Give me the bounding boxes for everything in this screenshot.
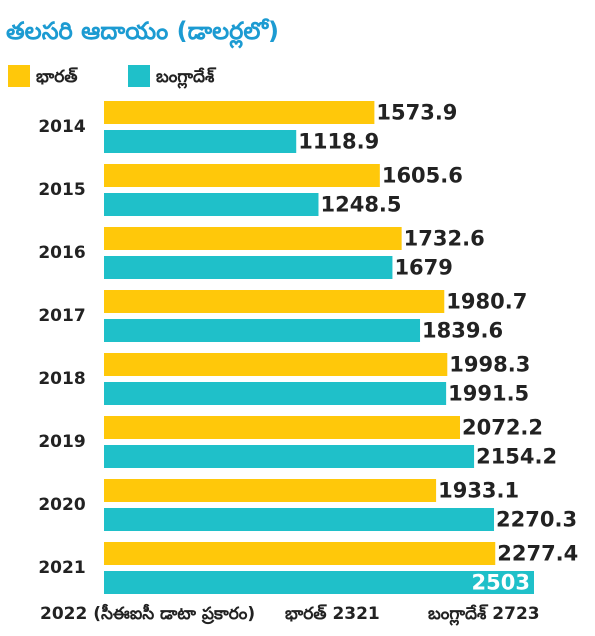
footer-bangladesh: బంగ్లాదేశ్ 2723 xyxy=(428,604,540,626)
footer-india: భారత్ 2321 xyxy=(285,604,380,624)
data-label: 1933.1 xyxy=(438,479,519,503)
legend-label: భారత్ xyxy=(36,67,78,87)
data-label: 1991.5 xyxy=(448,382,529,406)
data-label: 1118.9 xyxy=(298,130,379,154)
legend-swatch xyxy=(8,65,30,87)
bar xyxy=(104,445,475,468)
data-label: 1839.6 xyxy=(422,319,503,343)
bar xyxy=(104,256,393,279)
bar xyxy=(104,542,496,565)
y-tick-label: 2015 xyxy=(38,180,85,200)
data-label: 2154.2 xyxy=(476,445,557,469)
bar xyxy=(104,227,402,250)
data-label: 2277.4 xyxy=(497,542,578,566)
legend-label: బంగ్లాదేశ్ xyxy=(156,67,217,89)
y-tick-label: 2018 xyxy=(38,369,85,389)
bar xyxy=(104,130,297,153)
data-label: 2503 xyxy=(472,571,530,595)
bar xyxy=(104,319,421,342)
data-label: 1732.6 xyxy=(404,227,485,251)
footer-note: 2022 (సీఈఐసీ డాటా ప్రకారం) xyxy=(40,603,255,625)
data-label: 2270.3 xyxy=(496,508,577,532)
data-label: 1980.7 xyxy=(446,290,527,314)
data-label: 1573.9 xyxy=(376,101,457,125)
y-tick-label: 2019 xyxy=(38,432,85,452)
y-tick-label: 2017 xyxy=(38,306,85,326)
data-label: 1679 xyxy=(394,256,452,280)
bar xyxy=(104,353,448,376)
bar xyxy=(104,508,495,531)
data-label: 1248.5 xyxy=(320,193,401,217)
chart-title: తలసరి ఆదాయం (డాలర్లలో) xyxy=(6,17,279,49)
y-tick-label: 2016 xyxy=(38,243,85,263)
bar xyxy=(104,101,375,124)
y-tick-label: 2021 xyxy=(38,558,85,578)
bar xyxy=(104,571,534,594)
y-tick-label: 2020 xyxy=(38,495,85,515)
data-label: 1998.3 xyxy=(449,353,530,377)
legend-swatch xyxy=(128,65,150,87)
bar xyxy=(104,416,460,439)
bar xyxy=(104,479,437,502)
data-label: 1605.6 xyxy=(382,164,463,188)
data-label: 2072.2 xyxy=(462,416,543,440)
y-tick-label: 2014 xyxy=(38,117,85,137)
bar xyxy=(104,193,319,216)
bar xyxy=(104,164,380,187)
bar xyxy=(104,382,447,405)
bar xyxy=(104,290,445,313)
